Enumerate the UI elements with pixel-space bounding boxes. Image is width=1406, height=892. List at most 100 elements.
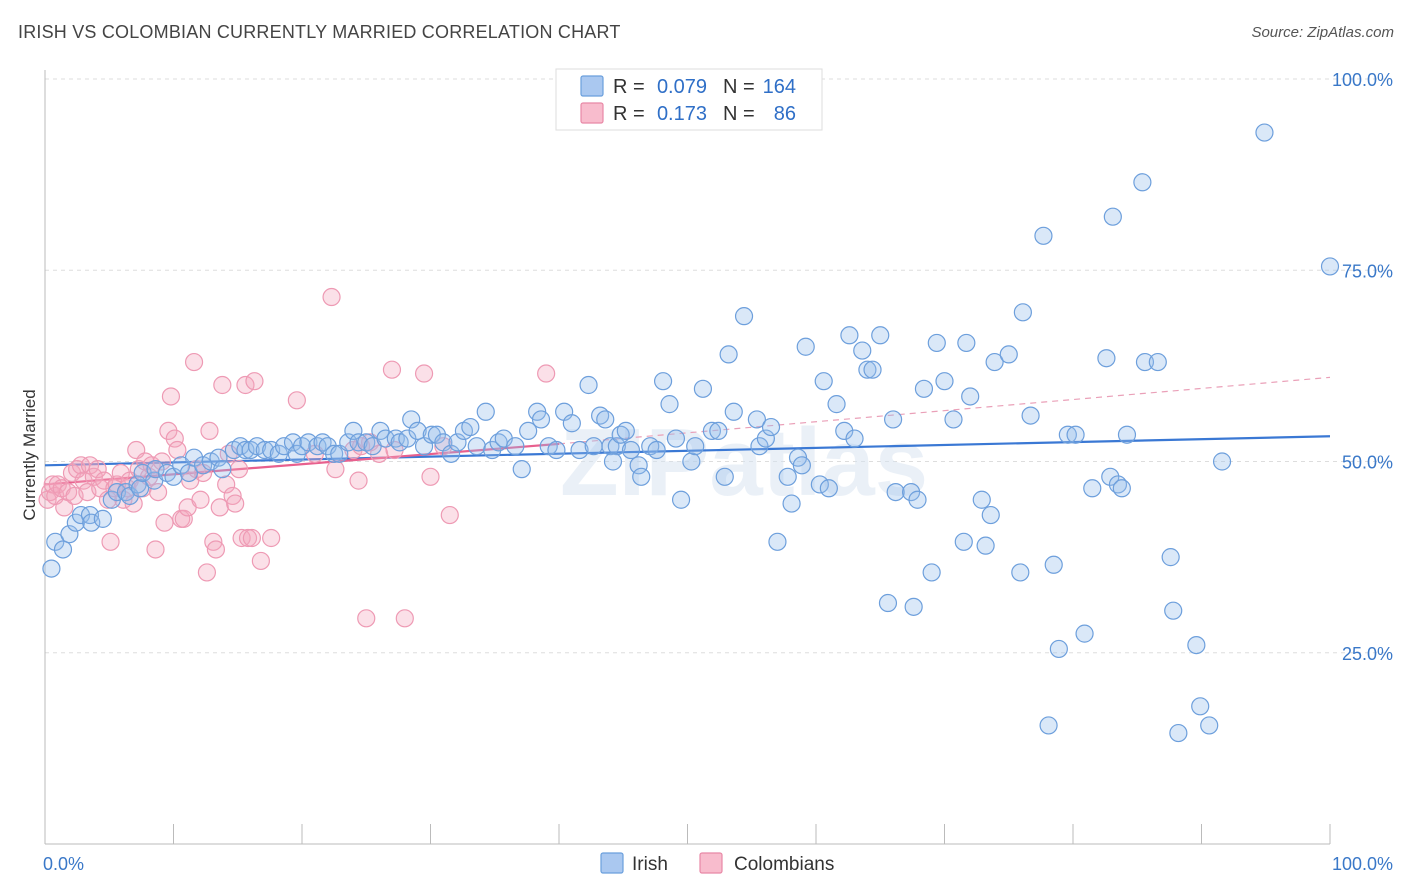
colombians-point xyxy=(101,532,120,551)
source-credit: Source: ZipAtlas.com xyxy=(1251,24,1394,41)
irish-point xyxy=(840,326,859,345)
bottom-legend-swatch xyxy=(600,852,624,874)
irish-point xyxy=(814,372,833,391)
irish-point xyxy=(845,429,864,448)
irish-point xyxy=(1066,425,1085,444)
irish-point xyxy=(1200,716,1219,735)
irish-point xyxy=(1187,635,1206,655)
colombians-point xyxy=(206,540,226,559)
irish-point xyxy=(60,525,79,544)
colombians-point xyxy=(322,287,341,307)
colombians-point xyxy=(74,471,93,490)
irish-point xyxy=(666,429,686,448)
irish-point xyxy=(1255,123,1274,142)
colombians-point xyxy=(421,467,440,486)
irish-point xyxy=(448,433,467,452)
irish-point xyxy=(1013,303,1032,322)
irish-point xyxy=(299,433,318,452)
irish-point xyxy=(255,440,274,460)
irish-point xyxy=(871,326,890,345)
irish-point xyxy=(42,559,61,578)
irish-point xyxy=(1083,479,1102,498)
irish-point xyxy=(629,456,648,475)
colombians-point xyxy=(88,460,107,479)
irish-point xyxy=(858,360,877,379)
irish-point xyxy=(562,414,581,433)
irish-point xyxy=(702,421,722,440)
legend-swatch xyxy=(580,102,604,124)
colombians-point xyxy=(217,475,236,494)
irish-point xyxy=(715,467,734,486)
irish-point xyxy=(53,540,73,559)
irish-point xyxy=(402,410,421,429)
irish-point xyxy=(93,509,112,528)
irish-point xyxy=(1034,226,1053,245)
irish-point xyxy=(1148,352,1167,372)
irish-point xyxy=(398,429,417,448)
irish-point xyxy=(686,437,705,456)
irish-point xyxy=(632,467,651,486)
irish-point xyxy=(1097,349,1116,368)
irish-point xyxy=(467,437,486,456)
irish-point xyxy=(761,417,781,437)
colombians-point xyxy=(262,528,281,548)
legend-r-label: R = xyxy=(613,76,645,98)
colombians-trendline xyxy=(44,376,1331,486)
colombians-point xyxy=(245,372,264,391)
colombians-point xyxy=(213,375,232,395)
irish-point xyxy=(778,467,797,486)
irish-point xyxy=(46,532,65,551)
irish-point xyxy=(461,417,480,437)
y-axis-label: Currently Married xyxy=(20,389,39,520)
irish-point xyxy=(709,421,728,440)
colombians-point xyxy=(174,509,193,528)
irish-point xyxy=(999,345,1018,364)
colombians-point xyxy=(197,563,217,582)
colombians-point xyxy=(326,460,345,479)
chart-title: IRISH VS COLOMBIAN CURRENTLY MARRIED COR… xyxy=(18,22,621,42)
irish-point xyxy=(1044,555,1063,574)
irish-point xyxy=(1049,639,1068,659)
colombians-point xyxy=(414,364,434,383)
irish-point xyxy=(209,448,228,467)
colombians-point xyxy=(440,505,459,525)
colombians-point xyxy=(168,440,187,460)
colombians-point xyxy=(155,513,174,532)
irish-point xyxy=(213,460,232,479)
colombians-point xyxy=(191,490,210,509)
irish-point xyxy=(1320,257,1340,276)
irish-point xyxy=(768,532,787,551)
axes xyxy=(44,70,1331,845)
irish-point xyxy=(349,433,368,452)
x-tick-label-min: 0.0% xyxy=(43,854,84,874)
bottom-legend: Irish Colombians xyxy=(600,852,834,875)
irish-point xyxy=(734,307,754,326)
irish-point xyxy=(927,333,946,353)
irish-point xyxy=(547,440,566,460)
irish-points xyxy=(42,123,1340,743)
irish-point xyxy=(1039,716,1058,735)
irish-point xyxy=(782,494,801,513)
legend-n-label: N = xyxy=(723,76,755,98)
irish-point xyxy=(344,421,363,440)
irish-point xyxy=(756,429,775,448)
legend-swatch xyxy=(580,75,604,97)
irish-point xyxy=(408,421,427,440)
irish-point xyxy=(878,593,898,613)
irish-point xyxy=(944,410,963,429)
irish-point xyxy=(570,440,589,460)
irish-point xyxy=(506,437,525,456)
irish-point xyxy=(1058,425,1077,444)
colombians-point xyxy=(251,551,270,571)
irish-point xyxy=(519,421,538,440)
irish-point xyxy=(1133,173,1152,192)
irish-point xyxy=(376,429,395,448)
bottom-legend-swatch xyxy=(699,852,723,874)
legend-r-value: 0.173 xyxy=(657,103,707,125)
irish-point xyxy=(682,452,701,471)
legend-box: R = 0.079 N = 164 R = 0.173 N = 86 xyxy=(555,68,823,131)
irish-point xyxy=(985,352,1004,372)
colombians-point xyxy=(210,498,229,517)
colombians-point xyxy=(349,471,368,490)
y-tick-label: 50.0% xyxy=(1342,453,1393,473)
